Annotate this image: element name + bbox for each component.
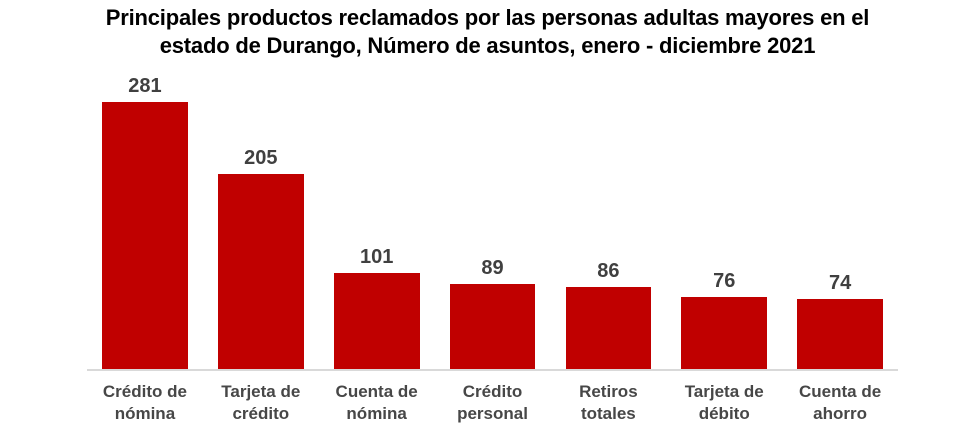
chart-title: Principales productos reclamados por las… xyxy=(0,4,975,60)
bar-group: 86 xyxy=(550,70,666,369)
category-label: Crédito personal xyxy=(457,382,528,423)
bar-group: 101 xyxy=(319,70,435,369)
value-label: 74 xyxy=(828,272,852,294)
bar xyxy=(797,299,883,369)
chart-title-line-2: estado de Durango, Número de asuntos, en… xyxy=(159,33,816,58)
value-label: 101 xyxy=(359,246,394,268)
category-label: Retiros totales xyxy=(579,382,638,423)
bar-group: 74 xyxy=(782,70,898,369)
value-label: 205 xyxy=(244,147,278,169)
bar xyxy=(681,297,768,369)
value-label: 76 xyxy=(713,270,736,292)
bar-group: 89 xyxy=(435,70,551,369)
chart-title-line-1: Principales productos reclamados por las… xyxy=(105,5,870,30)
bar xyxy=(333,273,420,369)
bar xyxy=(217,174,304,369)
bar xyxy=(565,287,652,369)
category-label: Cuenta de nómina xyxy=(335,382,418,423)
bar xyxy=(449,284,536,369)
value-label: 281 xyxy=(128,75,162,97)
bar-group: 76 xyxy=(666,70,782,369)
category-label: Cuenta de ahorro xyxy=(798,382,882,423)
value-label: 86 xyxy=(597,260,620,282)
category-axis-labels: Crédito de nómina Tarjeta de crédito Cuent… xyxy=(87,381,898,425)
bar xyxy=(102,102,188,369)
category-label: Crédito de nómina xyxy=(102,382,187,423)
value-label: 89 xyxy=(481,257,504,279)
bar-group: 205 xyxy=(203,70,319,369)
bar-group: 281 xyxy=(87,70,203,369)
category-label: Tarjeta de débito xyxy=(684,382,764,423)
category-label: Tarjeta de crédito xyxy=(221,382,301,423)
plot-area: 281 205 101 89 86 76 74 xyxy=(87,70,898,371)
